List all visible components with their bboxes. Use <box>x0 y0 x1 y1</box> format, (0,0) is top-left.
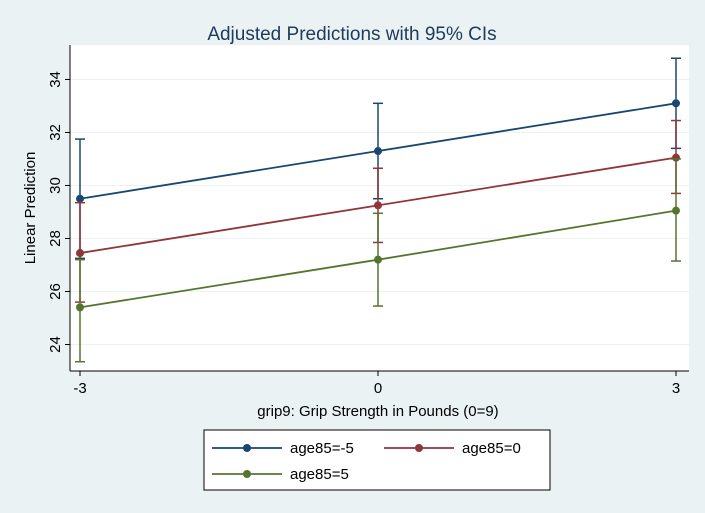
x-axis-label: grip9: Grip Strength in Pounds (0=9) <box>257 403 498 420</box>
x-tick-label: 0 <box>374 380 382 397</box>
y-tick-label: 30 <box>47 177 64 194</box>
series-3 <box>75 158 681 363</box>
data-point <box>672 206 680 215</box>
y-tick-label: 24 <box>47 336 64 353</box>
legend-item-3: age85=5 <box>212 466 349 483</box>
legend-label: age85=-5 <box>290 440 354 457</box>
legend-label: age85=0 <box>462 440 521 457</box>
legend-marker <box>243 470 251 478</box>
y-tick-label: 26 <box>47 283 64 300</box>
data-point <box>374 147 382 156</box>
legend-marker <box>415 444 423 452</box>
legend-item-2: age85=0 <box>384 440 521 457</box>
legend-entries: age85=-5 age85=0 age85=5 <box>212 440 521 483</box>
legend-item-1: age85=-5 <box>212 440 354 457</box>
y-tick-label: 28 <box>47 230 64 247</box>
axes: 24 26 28 30 32 34 -3 0 3 <box>47 45 689 397</box>
x-tick-label: 3 <box>672 380 680 397</box>
y-tick-label: 32 <box>47 124 64 141</box>
data-point <box>374 255 382 264</box>
data-point <box>374 201 382 210</box>
data-point <box>76 194 84 203</box>
data-point <box>76 303 84 312</box>
legend-marker <box>243 444 251 452</box>
legend <box>203 429 551 491</box>
y-tick-label: 34 <box>47 71 64 88</box>
legend-label: age85=5 <box>290 466 349 483</box>
data-point <box>76 249 84 258</box>
x-tick-label: -3 <box>73 380 86 397</box>
y-axis-label: Linear Prediction <box>22 152 39 265</box>
chart-title: Adjusted Predictions with 95% CIs <box>207 24 496 45</box>
series-layer <box>75 57 681 363</box>
data-point <box>672 99 680 108</box>
grid-lines <box>70 78 689 345</box>
